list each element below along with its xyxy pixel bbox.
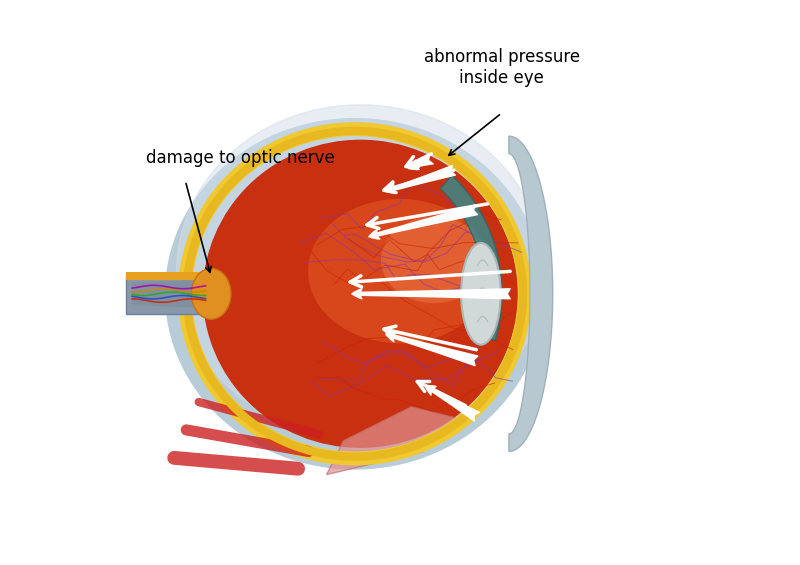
Polygon shape (381, 216, 487, 303)
Text: abnormal pressure
inside eye: abnormal pressure inside eye (424, 49, 580, 87)
Ellipse shape (177, 105, 544, 437)
Ellipse shape (461, 243, 501, 345)
Ellipse shape (203, 140, 518, 448)
Polygon shape (132, 280, 206, 308)
Polygon shape (440, 175, 502, 340)
Polygon shape (308, 199, 492, 344)
Polygon shape (326, 407, 457, 475)
Polygon shape (126, 272, 222, 280)
Polygon shape (126, 274, 222, 314)
Polygon shape (509, 136, 553, 451)
Ellipse shape (166, 119, 544, 469)
Ellipse shape (191, 268, 231, 319)
Text: damage to optic nerve: damage to optic nerve (146, 149, 334, 167)
